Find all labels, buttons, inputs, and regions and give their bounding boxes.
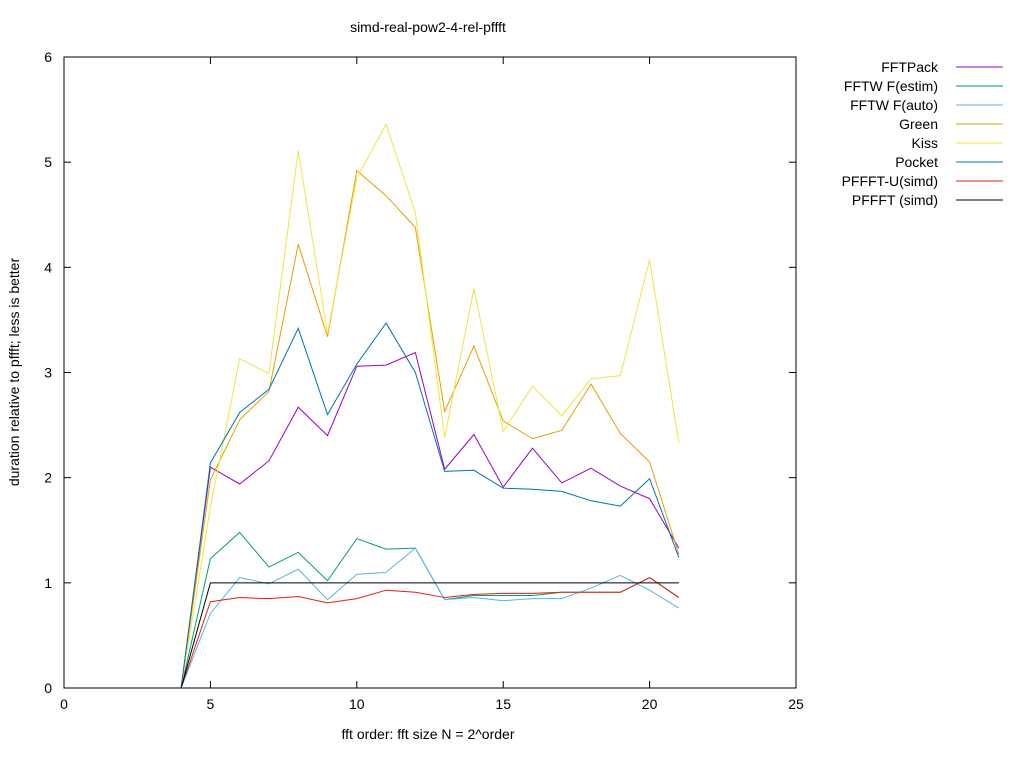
plot-frame: [63, 56, 797, 689]
y-tick-label: 0: [44, 680, 52, 696]
legend-label-pffft-simd: PFFFT (simd): [852, 192, 938, 208]
x-tick-label: 25: [788, 696, 804, 712]
chart-title: simd-real-pow2-4-rel-pffft: [350, 19, 506, 35]
series-line-fftw-f-auto: [180, 547, 680, 688]
legend-label-pffft-u-simd: PFFFT-U(simd): [842, 173, 938, 189]
y-tick-label: 4: [44, 259, 52, 275]
axis-ticks: 0 5 10 15 20 25 0 1 2 3 4 5 6: [44, 49, 804, 712]
series-line-fftw-f-estim: [180, 531, 680, 688]
y-tick-label: 2: [44, 470, 52, 486]
series-line-fftpack: [180, 351, 680, 688]
y-tick-label: 1: [44, 575, 52, 591]
series-line-green: [180, 169, 680, 688]
legend: FFTPack FFTW F(estim) FFTW F(auto) Green Kis…: [842, 59, 1003, 208]
x-tick-label: 10: [349, 696, 365, 712]
x-tick-label: 20: [642, 696, 658, 712]
series-line-kiss: [180, 123, 680, 688]
x-tick-label: 15: [495, 696, 511, 712]
y-tick-label: 6: [44, 49, 52, 65]
legend-label-pocket: Pocket: [895, 154, 938, 170]
series-lines: [180, 123, 680, 688]
series-line-pffft-simd: [180, 582, 679, 688]
legend-label-kiss: Kiss: [912, 135, 938, 151]
legend-label-green: Green: [899, 116, 938, 132]
legend-label-fftpack: FFTPack: [881, 59, 939, 75]
x-tick-label: 0: [60, 696, 68, 712]
legend-label-fftw-f-estim: FFTW F(estim): [844, 78, 938, 94]
series-line-pocket: [180, 322, 680, 688]
legend-label-fftw-f-auto: FFTW F(auto): [850, 97, 938, 113]
y-tick-label: 3: [44, 365, 52, 381]
y-axis-label: duration relative to pffft; less is bett…: [6, 258, 22, 487]
series-line-pffft-u-simd: [180, 576, 680, 688]
x-tick-label: 5: [207, 696, 215, 712]
y-tick-label: 5: [44, 154, 52, 170]
x-axis-label: fft order: fft size N = 2^order: [342, 726, 515, 742]
